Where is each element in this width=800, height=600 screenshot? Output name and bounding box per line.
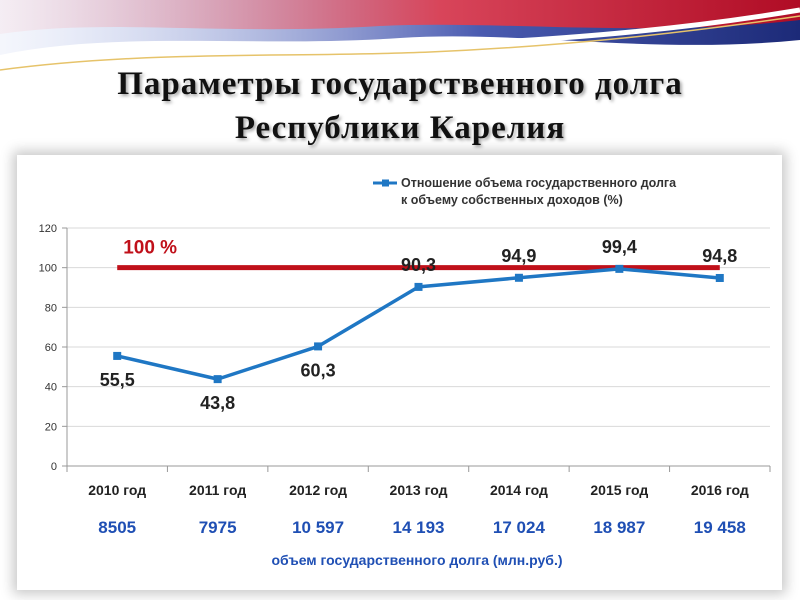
series-ratio: 55,5 43,8 60,3 90,3 94,9 99,4 94,8 xyxy=(100,237,738,413)
y-tick-label: 0 xyxy=(51,461,57,473)
debt-value: 17 024 xyxy=(493,518,546,537)
data-point xyxy=(414,282,423,291)
debt-value: 14 193 xyxy=(393,518,445,537)
data-label: 60,3 xyxy=(301,360,336,380)
y-tick-label: 40 xyxy=(45,382,57,394)
x-tick-label: 2011 год xyxy=(189,482,246,498)
legend-marker-swatch xyxy=(382,179,389,187)
decorative-banner xyxy=(0,0,800,71)
chart-panel: 0 20 40 60 80 100 120 2010 год 2011 год 2012 год… xyxy=(17,155,782,590)
data-label: 90,3 xyxy=(401,255,436,275)
debt-value: 18 987 xyxy=(593,518,645,537)
data-label: 94,9 xyxy=(501,246,536,266)
page-title: Параметры государственного долга Республ… xyxy=(0,62,800,150)
debt-caption: объем государственного долга (млн.руб.) xyxy=(271,552,562,568)
legend: Отношение объема государственного долга … xyxy=(373,176,677,207)
reference-line-label: 100 % xyxy=(123,238,177,259)
page-title-line1: Параметры государственного долга xyxy=(117,66,683,102)
data-label: 55,5 xyxy=(100,370,135,390)
line-chart: 0 20 40 60 80 100 120 2010 год 2011 год 2012 год… xyxy=(39,176,771,568)
data-point xyxy=(615,264,624,273)
y-tick-label: 120 xyxy=(39,223,57,235)
y-tick-label: 60 xyxy=(45,342,57,354)
y-tick-label: 100 xyxy=(39,263,57,275)
x-axis: 2010 год 2011 год 2012 год 2013 год 2014 год… xyxy=(66,466,771,498)
page-title-line2: Республики Карелия xyxy=(234,110,566,146)
x-tick-label: 2012 год xyxy=(289,482,347,498)
debt-values-row: 8505 7975 10 597 14 193 17 024 18 987 19 458 xyxy=(98,518,745,537)
data-label: 99,4 xyxy=(602,237,637,257)
debt-value: 8505 xyxy=(98,518,136,537)
banner-gold-line xyxy=(0,15,800,71)
y-axis: 0 20 40 60 80 100 120 xyxy=(39,223,68,473)
debt-value: 7975 xyxy=(199,518,237,537)
data-point xyxy=(715,273,724,282)
debt-value: 19 458 xyxy=(694,518,746,537)
x-tick-label: 2013 год xyxy=(390,482,448,498)
y-tick-label: 80 xyxy=(45,302,57,314)
y-tick-label: 20 xyxy=(45,421,57,433)
x-tick-label: 2014 год xyxy=(490,482,548,498)
x-tick-label: 2016 год xyxy=(691,482,749,498)
legend-label-line1: Отношение объема государственного долга xyxy=(401,176,677,190)
banner-red-wave xyxy=(0,0,800,34)
data-label: 43,8 xyxy=(200,393,235,413)
x-tick-label: 2010 год xyxy=(88,482,146,498)
banner-white-stripe xyxy=(0,7,800,65)
x-tick-label: 2015 год xyxy=(590,482,648,498)
data-point xyxy=(213,375,222,384)
data-point xyxy=(514,273,523,282)
debt-value: 10 597 xyxy=(292,518,344,537)
data-label: 94,8 xyxy=(702,246,737,266)
legend-label-line2: к объему собственных доходов (%) xyxy=(401,193,623,207)
data-point xyxy=(113,351,122,360)
data-point xyxy=(314,342,323,351)
